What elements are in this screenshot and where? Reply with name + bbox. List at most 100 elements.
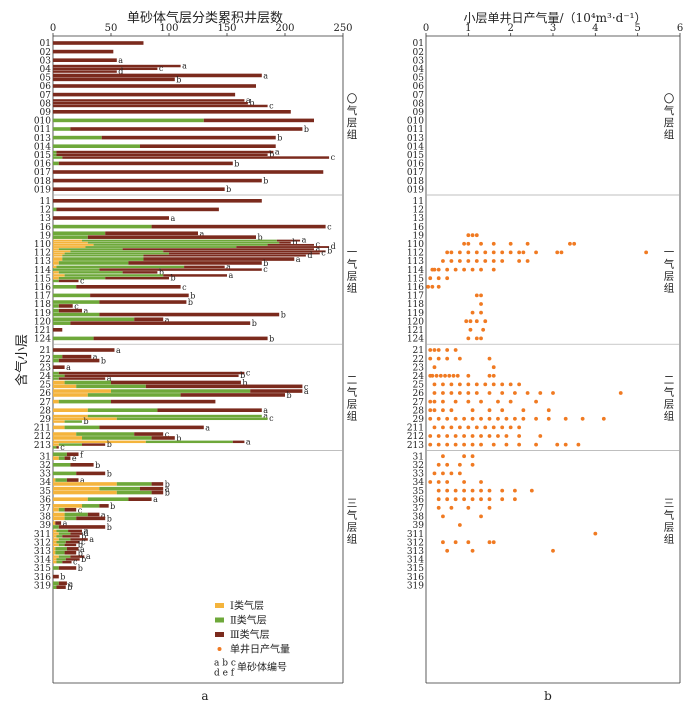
gas-point: [436, 480, 441, 484]
gas-point: [500, 250, 505, 255]
x-tick-label: 6: [677, 23, 683, 34]
gas-point: [593, 531, 598, 536]
gas-point: [441, 514, 445, 519]
gas-point: [453, 488, 458, 493]
bar-segment-class-ii: [87, 241, 280, 244]
bar-segment-class-ii: [53, 581, 59, 586]
sand-body-tag: b: [81, 555, 86, 564]
bar-segment-class-i: [53, 246, 86, 248]
gas-point: [462, 416, 466, 421]
gas-point: [432, 399, 437, 404]
row-label: 313: [34, 547, 51, 557]
bar-segment-class-iii: [58, 161, 233, 166]
bar-segment-class-ii: [53, 135, 102, 140]
bar-segment-class-iii: [163, 274, 227, 277]
row-label: 311: [34, 530, 51, 540]
bar-segment-class-iii: [76, 285, 181, 289]
gas-point: [479, 310, 483, 315]
gas-point: [457, 425, 462, 430]
bar-segment-class-iii: [140, 144, 276, 148]
gas-point: [457, 391, 462, 395]
row-label: 115: [34, 274, 51, 284]
gas-point: [580, 416, 585, 421]
sand-body-tag: b: [292, 238, 297, 247]
bar-segment-class-ii: [116, 417, 268, 421]
gas-point: [483, 382, 488, 387]
gas-point: [432, 382, 437, 387]
row-label: 12: [413, 206, 424, 216]
row-label: 12: [40, 206, 51, 216]
row-label: 09: [413, 108, 425, 118]
row-label: 27: [40, 398, 52, 408]
sand-body-tag: a: [93, 353, 98, 362]
bar-segment-class-iii: [122, 248, 314, 251]
sand-body-tag: c: [182, 283, 187, 292]
bar-segment-class-iii: [53, 41, 144, 45]
bar-segment-class-ii: [56, 535, 63, 538]
bar-segment-class-iii: [64, 550, 77, 555]
row-label: 39: [413, 521, 425, 531]
gas-point: [453, 348, 458, 352]
gas-point: [457, 259, 462, 263]
bar-segment-class-i: [53, 254, 63, 257]
gas-point: [436, 267, 441, 272]
sand-body-tag: b: [269, 334, 274, 343]
bar-segment-class-iii: [276, 239, 301, 242]
row-label: 25: [413, 381, 425, 391]
sand-body-tag: a: [86, 552, 91, 561]
row-label: 05: [40, 74, 52, 84]
bar-segment-class-ii: [145, 440, 233, 444]
bar-segment-class-i: [53, 540, 57, 544]
row-label: 07: [40, 91, 52, 101]
gas-point: [500, 408, 505, 413]
row-label: 21: [40, 346, 51, 356]
bar-segment-class-iii: [53, 99, 245, 102]
sand-body-tag: a: [263, 406, 268, 415]
legend-swatch-class-ii: [215, 617, 224, 623]
bar-segment-class-i: [53, 257, 63, 261]
gas-point: [445, 267, 450, 272]
row-label: 02: [413, 48, 424, 58]
bar-segment-class-iii: [62, 156, 330, 159]
gas-point: [500, 391, 505, 395]
row-label: 08: [413, 99, 425, 109]
gas-point: [517, 382, 522, 387]
bar-segment-class-ii: [53, 525, 59, 529]
gas-point: [441, 454, 445, 459]
sand-body-tag: d: [331, 242, 336, 251]
gas-point: [538, 391, 543, 395]
bar-segment-class-iii: [58, 566, 77, 570]
row-label: 113: [407, 257, 424, 267]
gas-point: [449, 425, 454, 430]
sand-body-tag: a: [153, 495, 158, 504]
row-label: 116: [34, 283, 51, 293]
row-label: 24: [40, 372, 52, 382]
row-label: 121: [407, 326, 424, 336]
bar-segment-class-iii: [99, 268, 262, 271]
gas-point: [504, 416, 509, 421]
bar-segment-class-i: [53, 432, 77, 436]
bar-segment-class-iii: [163, 250, 326, 253]
sand-body-tag: a: [275, 147, 280, 156]
gas-point: [436, 416, 441, 421]
gas-point: [525, 241, 530, 246]
row-label: 112: [34, 249, 51, 259]
bar-segment-class-ii: [64, 420, 82, 423]
sand-body-tag: a: [171, 214, 176, 223]
bar-segment-class-i: [53, 414, 88, 418]
gas-point: [491, 442, 496, 447]
bar-segment-class-ii: [53, 150, 57, 154]
bar-segment-class-iii: [55, 521, 62, 525]
legend-label: Ⅰ类气层: [230, 599, 264, 612]
bar-segment-class-iii: [62, 560, 72, 564]
gas-point: [470, 442, 475, 447]
row-label: 015: [34, 151, 51, 161]
gas-point: [462, 241, 466, 246]
bar-segment-class-ii: [53, 463, 71, 467]
bar-segment-class-ii: [58, 507, 65, 512]
legend-label: 单砂体编号: [237, 661, 287, 674]
row-label: 017: [34, 168, 51, 178]
bar-segment-class-iii: [62, 535, 80, 538]
bar-segment-class-iii: [53, 64, 181, 68]
bar-segment-class-i: [53, 384, 77, 389]
